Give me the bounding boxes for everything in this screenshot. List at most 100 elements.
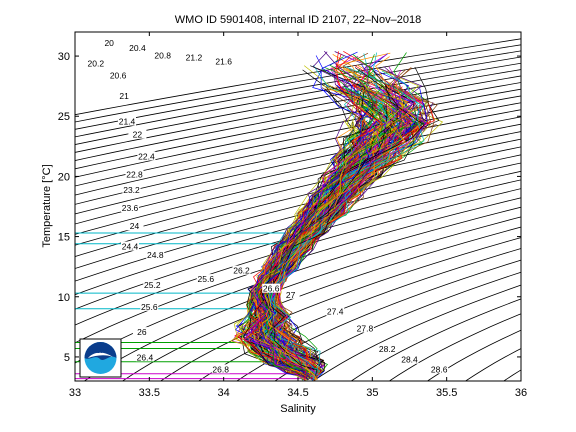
isoline-label: 23.2	[123, 185, 140, 195]
isoline-label: 27.4	[327, 307, 344, 317]
isoline-label: 23.6	[122, 203, 139, 213]
profile-lines	[229, 50, 444, 381]
y-axis-label: Temperature [°C]	[41, 164, 53, 247]
isoline-label: 22.8	[126, 169, 143, 179]
isoline-label: 26	[137, 327, 147, 337]
isoline-label: 26.8	[212, 364, 229, 374]
x-axis-label: Salinity	[280, 403, 316, 415]
density-isoline	[350, 298, 521, 381]
density-isoline	[75, 38, 521, 116]
isoline-label-background	[430, 364, 449, 374]
isoline-label-background	[355, 323, 374, 333]
x-tick-label: 34	[218, 387, 230, 399]
density-isoline	[75, 154, 521, 269]
isoline-label-background	[128, 43, 147, 53]
isoline-label: 20	[104, 38, 114, 48]
x-tick-label: 33.5	[139, 387, 160, 399]
isoline-label: 21.4	[119, 117, 136, 127]
density-isoline	[121, 226, 521, 381]
density-isoline	[75, 82, 521, 170]
isoline-label: 24.8	[147, 250, 164, 260]
isoline-label: 27.8	[357, 324, 374, 334]
profile-line	[265, 106, 421, 377]
isoline-label: 27	[286, 290, 296, 300]
profile-line	[267, 86, 425, 376]
logo-text: NOAA	[92, 349, 110, 355]
isoline-label-background	[115, 91, 134, 101]
isoline-label-background	[86, 58, 105, 68]
isoline-label: 21.6	[215, 56, 232, 66]
profile-line	[250, 50, 375, 378]
isoline-label-background	[125, 221, 144, 231]
x-tick-label: 35	[366, 387, 378, 399]
isoline-label: 24	[130, 221, 140, 231]
density-isoline	[388, 313, 521, 381]
isoline-label-background	[135, 352, 154, 362]
profile-line	[243, 101, 374, 378]
density-isoline	[75, 162, 521, 282]
isoline-label: 21	[119, 91, 129, 101]
density-isoline	[75, 170, 521, 296]
isoline-label-background	[214, 56, 233, 66]
x-tick-label: 34.5	[287, 387, 308, 399]
density-isoline-labels: 20 20.2 20.4 20.6 20.8 21 21.2 21.4 21.6 22 22.4 22…	[86, 38, 449, 374]
isoline-label: 26.4	[137, 352, 154, 362]
isoline-label-background	[137, 151, 156, 161]
isoline-label-background	[184, 52, 203, 62]
density-isoline	[75, 188, 521, 326]
isoline-label: 25.6	[198, 274, 215, 284]
density-isoline	[160, 237, 521, 381]
isoline-label: 22.4	[138, 151, 155, 161]
profile-line	[263, 83, 403, 380]
isoline-label-background	[128, 129, 147, 139]
density-isoline	[75, 146, 521, 257]
density-isoline	[75, 50, 521, 130]
isoline-label: 26.6	[263, 284, 280, 294]
isoline-label: 20.2	[88, 59, 105, 69]
density-isoline	[312, 284, 521, 381]
profile-line	[268, 70, 425, 376]
density-isoline	[503, 369, 521, 381]
isoline-label-background	[121, 203, 139, 213]
density-isoline	[75, 56, 521, 138]
isoline-label-background	[196, 274, 215, 284]
isoline-label-background	[378, 343, 397, 353]
density-isoline	[75, 206, 521, 364]
isoline-label: 25.2	[144, 280, 161, 290]
isoline-label-background	[121, 241, 139, 251]
isoline-label: 28.6	[431, 364, 448, 374]
profile-line	[235, 84, 379, 380]
isoline-label-background	[281, 289, 300, 299]
isoline-label: 20.8	[154, 50, 171, 60]
x-tick-label: 35.5	[436, 387, 457, 399]
density-isoline	[75, 75, 521, 161]
isoline-label: 20.4	[129, 43, 146, 53]
y-tick-label: 5	[64, 352, 70, 364]
isoline-label: 25.6	[141, 302, 158, 312]
isoline-label: 22	[133, 130, 143, 140]
isoline-label-background	[125, 169, 144, 179]
profile-line	[244, 120, 379, 377]
isoline-label-background	[232, 265, 251, 275]
profile-line	[267, 120, 431, 380]
y-tick-label: 25	[58, 111, 70, 123]
isoline-label: 28.2	[379, 344, 396, 354]
profile-line	[265, 66, 417, 377]
y-tick-label: 10	[58, 292, 70, 304]
density-isoline	[75, 131, 521, 235]
noaa-logo: NOAA	[79, 338, 122, 378]
density-isoline	[464, 348, 521, 381]
profile-line	[258, 67, 398, 378]
y-tick-label: 15	[58, 232, 70, 244]
profile-line	[272, 104, 435, 377]
x-tick-label: 33	[69, 387, 81, 399]
y-tick-label: 20	[58, 171, 70, 183]
profile-line	[256, 88, 384, 375]
x-axis-ticks: 33 33.5 34 34.5 35 35.5 36	[69, 32, 527, 399]
density-isoline	[236, 259, 521, 381]
isoline-label-background	[109, 70, 128, 80]
density-isoline	[75, 197, 521, 344]
isoline-label-background	[140, 301, 159, 311]
x-tick-label: 36	[515, 387, 527, 399]
